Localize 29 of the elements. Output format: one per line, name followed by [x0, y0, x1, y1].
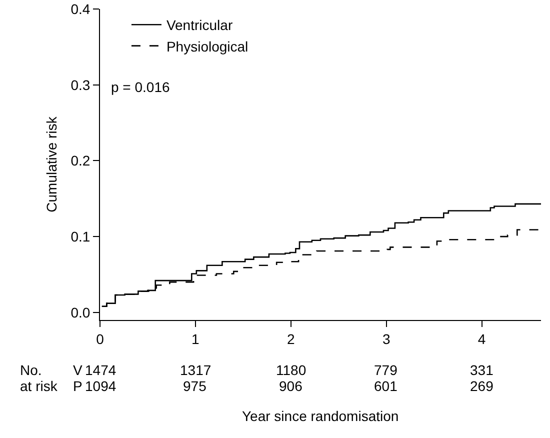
legend-label: Ventricular	[166, 17, 233, 34]
y-axis-title: Cumulative risk	[43, 116, 60, 212]
y-tick-label: 0.1	[70, 228, 90, 244]
legend-label: Physiological	[166, 38, 248, 54]
text: 601	[374, 378, 398, 394]
text: P	[73, 378, 82, 394]
y-tick-label: 0.0	[70, 304, 90, 320]
text: 331	[470, 362, 494, 378]
text: 1094	[85, 378, 116, 394]
x-tick-label: 2	[287, 330, 296, 347]
annotation: p = 0.016	[111, 79, 170, 95]
text: 975	[183, 378, 207, 394]
x-axis-title: Year since randomisation	[242, 408, 399, 424]
text: 1180	[276, 362, 306, 378]
text: V	[73, 362, 83, 378]
text: No.	[20, 362, 42, 378]
y-tick-label: 0.2	[70, 152, 90, 169]
text: 906	[279, 378, 303, 394]
x-tick-label: 3	[382, 330, 390, 347]
x-tick-label: 4	[478, 330, 486, 347]
y-tick-label: 0.4	[70, 0, 90, 17]
text: 779	[374, 362, 398, 378]
text: at risk	[20, 378, 58, 394]
x-tick-label: 0	[96, 330, 104, 347]
text: 269	[470, 378, 494, 394]
x-tick-label: 1	[192, 330, 200, 347]
text: 1474	[85, 362, 116, 378]
text: 1317	[180, 362, 212, 378]
y-tick-label: 0.3	[70, 76, 90, 93]
